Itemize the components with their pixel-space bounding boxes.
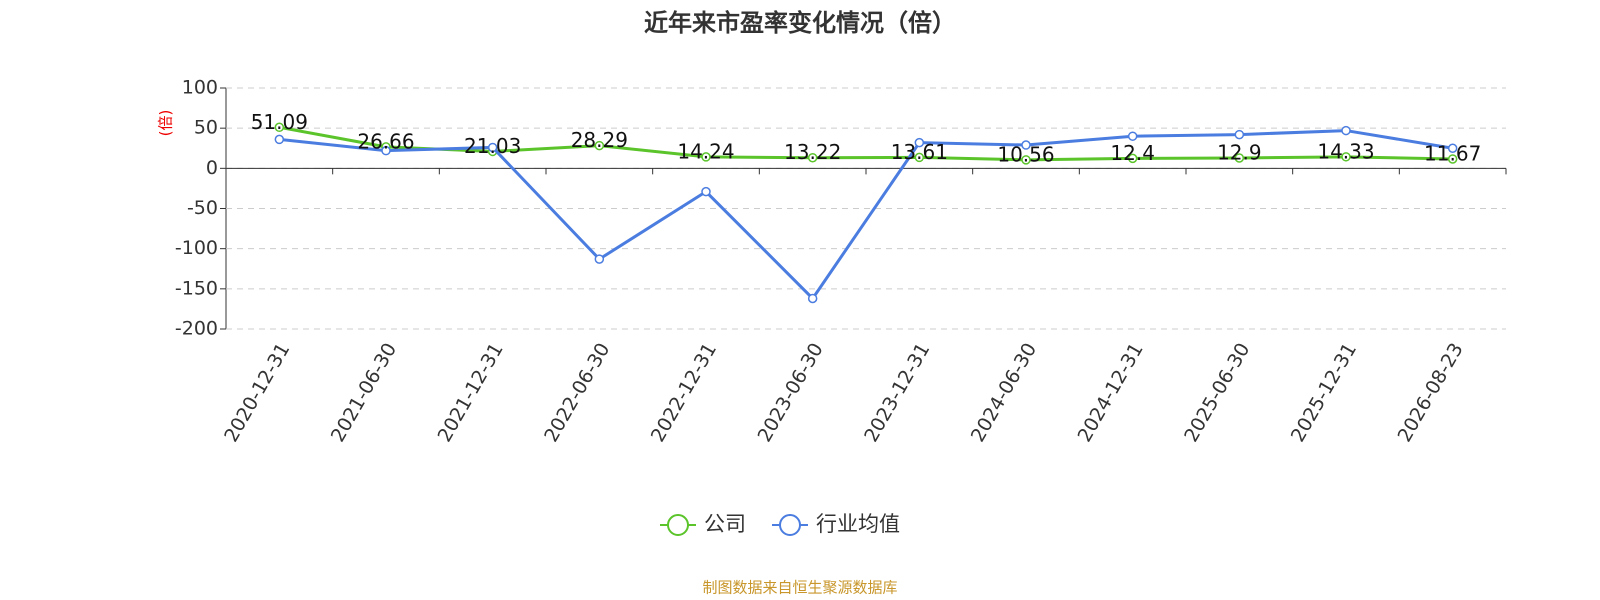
x-tick-label: 2025-12-31: [1287, 339, 1361, 446]
data-label: 10.56: [997, 142, 1054, 166]
data-label: 26.66: [357, 129, 414, 153]
point: [1341, 152, 1351, 162]
y-tick-label: 100: [182, 77, 218, 99]
x-tick-label: 2022-12-31: [647, 339, 721, 446]
y-tick-label: 0: [206, 157, 218, 179]
point: [1127, 153, 1138, 164]
x-tick-label: 2024-06-30: [967, 339, 1041, 446]
data-label: 21.03: [464, 134, 521, 158]
x-tick-label: 2025-06-30: [1180, 339, 1254, 446]
point: [594, 254, 605, 264]
y-tick-label: 50: [194, 117, 218, 139]
point: [1127, 131, 1138, 141]
x-tick-label: 2023-06-30: [753, 339, 827, 446]
x-tick-label: 2021-12-31: [433, 339, 507, 446]
point: [1021, 140, 1031, 150]
data-label: 13.22: [784, 140, 841, 164]
point: [274, 134, 285, 145]
point: [594, 140, 605, 151]
series-line: [279, 129, 1453, 301]
point: [1447, 154, 1458, 164]
legend-label: 行业均值: [816, 512, 900, 536]
chart-title: 近年来市盈率变化情况（倍）: [644, 9, 956, 37]
point: [1234, 129, 1245, 140]
legend-label: 公司: [704, 512, 746, 536]
x-tick-label: 2021-06-30: [327, 339, 401, 446]
y-axis-label: (倍): [157, 110, 175, 137]
y-tick-label: -200: [175, 318, 218, 340]
point: [807, 152, 818, 163]
point: [274, 122, 285, 133]
point: [807, 293, 818, 304]
point: [1234, 153, 1245, 163]
data-label: 14.24: [677, 139, 734, 163]
legend-marker: [779, 514, 801, 536]
point: [701, 186, 711, 197]
point: [1341, 125, 1351, 136]
point: [701, 152, 711, 162]
point: [914, 137, 925, 148]
data-label: 13.61: [891, 140, 948, 164]
x-tick-label: 2022-06-30: [540, 339, 614, 446]
point: [1021, 155, 1031, 165]
point: [1447, 143, 1458, 153]
point: [381, 145, 391, 156]
data-label: 12.4: [1110, 141, 1155, 165]
point: [487, 142, 498, 153]
source-note: 制图数据来自恒生聚源数据库: [702, 579, 897, 597]
y-tick-label: -50: [187, 197, 218, 219]
y-tick-label: -100: [175, 237, 218, 259]
series-line: [279, 125, 1453, 162]
x-tick-label: 2020-12-31: [220, 339, 294, 446]
x-tick-label: 2024-12-31: [1073, 339, 1147, 446]
data-label: 12.9: [1217, 140, 1262, 164]
data-label: 51.09: [251, 110, 308, 134]
legend-marker: [667, 514, 689, 536]
point: [914, 152, 925, 163]
data-label: 11.67: [1424, 141, 1481, 165]
data-label: 14.33: [1317, 139, 1374, 163]
y-tick-label: -150: [175, 277, 218, 299]
data-label: 28.29: [571, 128, 628, 152]
x-tick-label: 2023-12-31: [860, 339, 934, 446]
x-tick-label: 2026-08-23: [1393, 339, 1467, 446]
